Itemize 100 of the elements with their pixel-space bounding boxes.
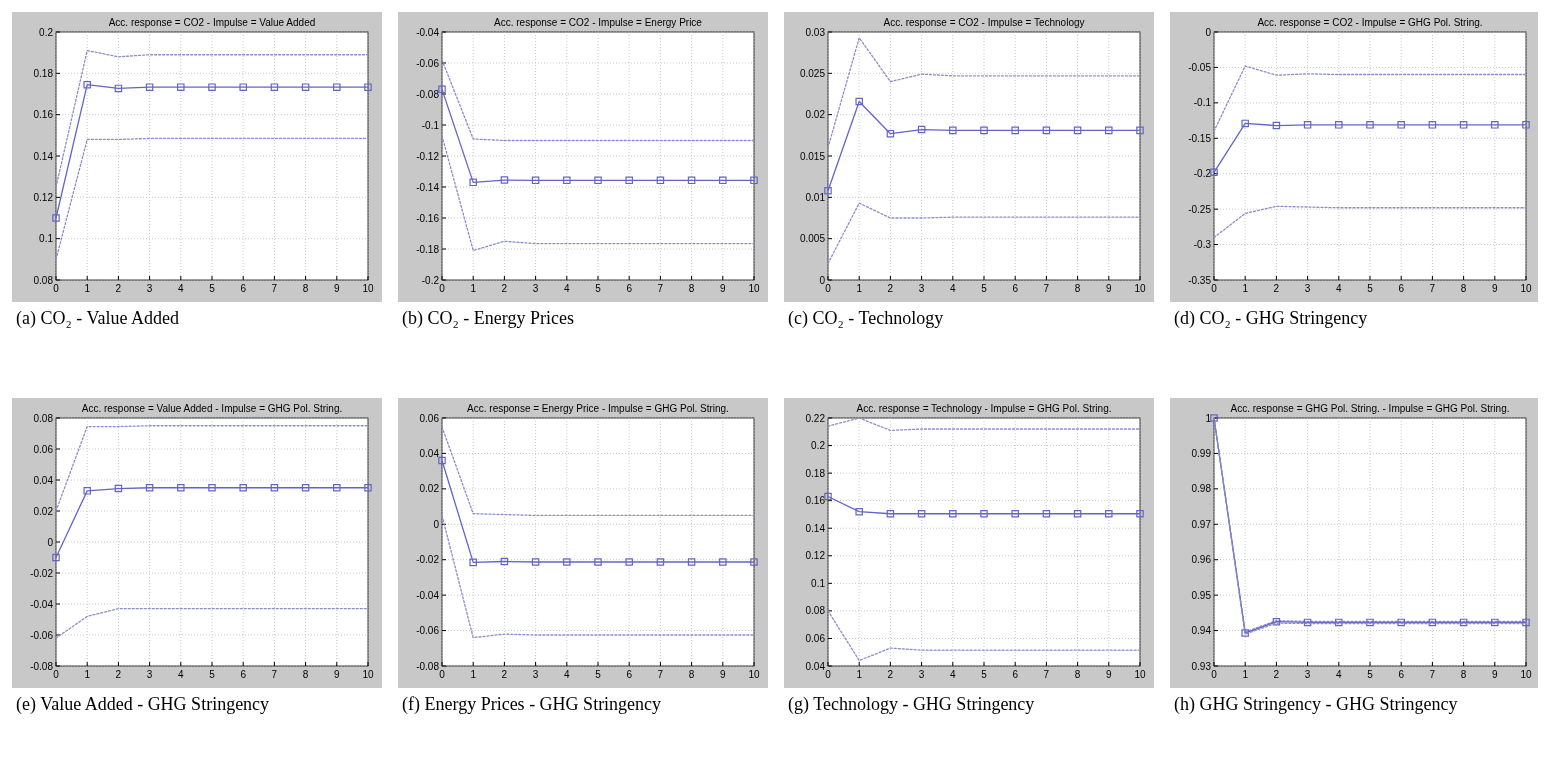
chart-title: Acc. response = Technology - Impulse = GHG Pol. String. xyxy=(856,403,1112,414)
x-tick-label: 5 xyxy=(209,283,216,294)
y-tick-label: 0.97 xyxy=(1191,518,1212,530)
x-tick-label: 6 xyxy=(626,283,633,294)
y-tick-label: 0.22 xyxy=(805,412,826,424)
y-tick-label: 0.2 xyxy=(811,440,826,452)
x-tick-label: 6 xyxy=(240,283,247,294)
x-tick-label: 8 xyxy=(1074,669,1081,680)
x-tick-label: 10 xyxy=(748,283,760,294)
y-tick-label: 0.16 xyxy=(33,109,54,121)
y-tick-label: 0.1 xyxy=(39,233,54,245)
x-tick-label: 8 xyxy=(1460,669,1467,680)
x-tick-label: 10 xyxy=(1520,669,1532,680)
x-tick-label: 3 xyxy=(532,283,539,294)
text: (c) CO₂ - Technology xyxy=(788,308,944,329)
y-tick-label: 0.98 xyxy=(1191,483,1212,495)
y-tick-label: -0.05 xyxy=(1188,61,1212,73)
y-tick-label: -0.16 xyxy=(416,212,440,224)
x-tick-label: 1 xyxy=(856,283,863,294)
y-tick-label: 0 xyxy=(47,536,54,548)
chart-title: Acc. response = CO2 - Impulse = GHG Pol. String. xyxy=(1257,17,1483,28)
text: (a) CO₂ - Value Added xyxy=(16,308,179,329)
x-tick-label: 10 xyxy=(362,283,374,294)
y-tick-label: 0.015 xyxy=(799,150,826,162)
x-tick-label: 2 xyxy=(115,669,122,680)
y-tick-label: 1 xyxy=(1205,412,1212,424)
y-tick-label: 0.08 xyxy=(805,605,826,617)
x-tick-label: 3 xyxy=(918,669,925,680)
chart-title: Acc. response = GHG Pol. String. - Impulse = GHG Pol. String. xyxy=(1230,403,1510,414)
chart-title: Acc. response = CO2 - Impulse = Value Added xyxy=(108,17,316,28)
y-tick-label: -0.08 xyxy=(416,88,440,100)
x-tick-label: 5 xyxy=(1367,283,1374,294)
x-tick-label: 7 xyxy=(271,283,278,294)
y-tick-label: -0.06 xyxy=(416,57,440,69)
y-tick-label: 0.18 xyxy=(805,467,826,479)
y-tick-label: 0.03 xyxy=(805,26,826,38)
x-tick-label: 4 xyxy=(1336,669,1343,680)
x-tick-label: 8 xyxy=(688,669,695,680)
y-tick-label: 0 xyxy=(1205,26,1212,38)
x-tick-label: 1 xyxy=(1242,283,1249,294)
x-tick-label: 6 xyxy=(1398,669,1405,680)
y-tick-label: -0.1 xyxy=(421,119,440,131)
y-tick-label: -0.08 xyxy=(30,660,54,672)
y-tick-label: -0.02 xyxy=(416,554,440,566)
y-tick-label: 0.02 xyxy=(805,109,826,121)
x-tick-label: 9 xyxy=(1106,283,1113,294)
y-tick-label: 0.005 xyxy=(799,233,826,245)
x-tick-label: 9 xyxy=(1492,283,1499,294)
x-tick-label: 4 xyxy=(950,669,957,680)
x-tick-label: 1 xyxy=(1242,669,1249,680)
text: (f) Energy Prices - GHG Stringency xyxy=(402,694,662,715)
x-tick-label: 10 xyxy=(1134,669,1146,680)
y-tick-label: -0.2 xyxy=(421,274,440,286)
x-tick-label: 8 xyxy=(1074,283,1081,294)
y-tick-label: 0.93 xyxy=(1191,660,1212,672)
x-tick-label: 1 xyxy=(470,283,477,294)
y-tick-label: -0.14 xyxy=(416,181,440,193)
x-tick-label: 4 xyxy=(564,669,571,680)
y-tick-label: 0.08 xyxy=(33,412,54,424)
y-tick-label: -0.3 xyxy=(1193,239,1212,251)
x-tick-label: 4 xyxy=(950,283,957,294)
y-tick-label: 0.14 xyxy=(33,150,54,162)
y-tick-label: -0.04 xyxy=(416,589,440,601)
x-tick-label: 2 xyxy=(501,669,508,680)
x-tick-label: 8 xyxy=(688,283,695,294)
x-tick-label: 5 xyxy=(1367,669,1374,680)
text: (e) Value Added - GHG Stringency xyxy=(16,694,270,715)
text: (d) CO₂ - GHG Stringency xyxy=(1174,308,1368,329)
chart-title: Acc. response = CO2 - Impulse = Technology xyxy=(883,17,1085,28)
text: (h) GHG Stringency - GHG Stringency xyxy=(1174,694,1458,715)
x-tick-label: 6 xyxy=(1012,283,1019,294)
y-tick-label: 0.02 xyxy=(419,483,440,495)
x-tick-label: 9 xyxy=(720,669,727,680)
chart-title: Acc. response = CO2 - Impulse = Energy Price xyxy=(494,17,703,28)
x-tick-label: 3 xyxy=(918,283,925,294)
x-tick-label: 7 xyxy=(271,669,278,680)
x-tick-label: 3 xyxy=(532,669,539,680)
y-tick-label: -0.06 xyxy=(30,629,54,641)
y-tick-label: 0.16 xyxy=(805,495,826,507)
x-tick-label: 3 xyxy=(1304,669,1311,680)
y-tick-label: 0.06 xyxy=(419,412,440,424)
x-tick-label: 2 xyxy=(1273,283,1280,294)
x-tick-label: 5 xyxy=(595,669,602,680)
x-tick-label: 2 xyxy=(501,283,508,294)
x-tick-label: 9 xyxy=(1492,669,1499,680)
y-tick-label: -0.08 xyxy=(416,660,440,672)
y-tick-label: -0.25 xyxy=(1188,203,1212,215)
x-tick-label: 7 xyxy=(1043,283,1050,294)
y-tick-label: -0.04 xyxy=(30,598,54,610)
x-tick-label: 9 xyxy=(334,283,341,294)
x-tick-label: 1 xyxy=(84,669,91,680)
y-tick-label: 0.06 xyxy=(33,443,54,455)
x-tick-label: 4 xyxy=(1336,283,1343,294)
y-tick-label: 0.06 xyxy=(805,632,826,644)
x-tick-label: 10 xyxy=(1520,283,1532,294)
y-tick-label: 0.99 xyxy=(1191,447,1212,459)
y-tick-label: 0.12 xyxy=(805,550,826,562)
y-tick-label: -0.06 xyxy=(416,625,440,637)
x-tick-label: 9 xyxy=(720,283,727,294)
y-tick-label: 0.18 xyxy=(33,67,54,79)
